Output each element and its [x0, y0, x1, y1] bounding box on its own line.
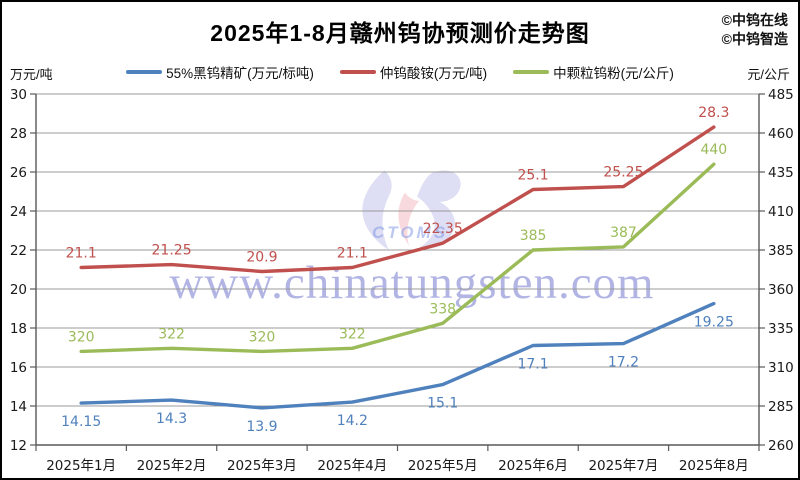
right-axis-tick-label: 310	[768, 360, 794, 376]
left-axis-tick-label: 30	[10, 87, 27, 103]
legend-label: 55%黑钨精矿(万元/标吨)	[166, 66, 314, 81]
x-axis-category-label: 2025年6月	[498, 458, 568, 474]
legend-item: 55%黑钨精矿(万元/标吨)	[126, 62, 314, 82]
legend-swatch	[513, 70, 550, 74]
data-label: 14.15	[61, 414, 101, 430]
x-axis-category-label: 2025年3月	[227, 458, 297, 474]
series-line-2	[79, 162, 716, 354]
data-label: 338	[429, 301, 456, 317]
right-axis-tick-label: 285	[768, 399, 794, 415]
right-axis-unit: 元/公斤	[747, 67, 790, 82]
legend-item: 中颗粒钨粉(元/公斤)	[513, 62, 674, 82]
data-label: 440	[700, 142, 727, 158]
data-label: 21.1	[337, 246, 368, 262]
left-axis-tick-label: 12	[10, 438, 27, 454]
left-axis-tick-label: 20	[10, 282, 27, 298]
data-label: 21.25	[152, 243, 192, 259]
x-axis-category-label: 2025年8月	[679, 458, 749, 474]
left-axis-tick-label: 26	[10, 165, 27, 181]
right-axis-tick-label: 485	[768, 87, 794, 103]
legend: 55%黑钨精矿(万元/标吨) 仲钨酸铵(万元/吨) 中颗粒钨粉(元/公斤)	[2, 62, 798, 82]
right-axis-tick-label: 385	[768, 243, 794, 259]
watermark-logo	[362, 170, 461, 250]
data-label: 17.2	[608, 355, 639, 371]
legend-swatch	[339, 70, 376, 74]
left-axis-tick-label: 28	[10, 126, 27, 142]
chart-title: 2025年1-8月赣州钨协预测价走势图	[210, 20, 590, 46]
data-label: 21.1	[66, 246, 97, 262]
credits: ©中钨在线 ©中钨智造	[722, 11, 788, 49]
right-axis-tick-label: 335	[768, 321, 794, 337]
data-label: 320	[249, 329, 276, 345]
x-axis-category-label: 2025年4月	[317, 458, 387, 474]
data-label: 322	[158, 326, 185, 342]
data-label: 387	[610, 225, 637, 241]
legend-swatch	[126, 70, 163, 74]
credit-line-1: ©中钨在线	[721, 12, 788, 28]
data-label: 385	[520, 228, 547, 244]
data-label: 15.1	[427, 396, 458, 412]
data-label: 320	[68, 329, 95, 345]
right-axis-tick-label: 360	[768, 282, 794, 298]
left-axis-unit: 万元/吨	[10, 67, 53, 82]
data-label: 17.1	[517, 357, 548, 373]
right-axis-tick-label: 410	[768, 204, 794, 220]
data-label: 22.35	[423, 221, 463, 237]
legend-item: 仲钨酸铵(万元/吨)	[339, 62, 488, 82]
data-label: 14.2	[337, 413, 368, 429]
logo-left-flame	[362, 170, 392, 250]
right-axis-tick-label: 460	[768, 126, 794, 142]
data-label: 20.9	[246, 249, 277, 265]
left-axis-tick-label: 24	[10, 204, 27, 220]
right-axis-tick-label: 260	[768, 438, 794, 454]
watermark-url: www.chinatungsten.com	[169, 257, 655, 309]
x-axis-category-label: 2025年5月	[408, 458, 478, 474]
left-axis-tick-label: 14	[10, 399, 27, 415]
data-label: 19.25	[694, 315, 734, 331]
data-label: 14.3	[156, 411, 187, 427]
left-axis-tick-label: 22	[10, 243, 27, 259]
series-line-0	[79, 301, 716, 410]
logo-center-flame	[398, 192, 420, 246]
legend-label: 中颗粒钨粉(元/公斤)	[553, 66, 674, 81]
credit-line-2: ©中钨智造	[721, 31, 788, 47]
series-line-1	[79, 125, 716, 274]
logo-right-flame	[417, 170, 461, 249]
left-axis-tick-label: 16	[10, 360, 27, 376]
legend-label: 仲钨酸铵(万元/吨)	[379, 66, 488, 81]
data-label: 25.1	[517, 168, 548, 184]
watermark-logo-text: CTOMS	[371, 223, 449, 242]
x-axis-category-label: 2025年2月	[137, 458, 207, 474]
data-label: 25.25	[603, 165, 643, 181]
left-axis-tick-label: 18	[10, 321, 27, 337]
data-label: 13.9	[246, 419, 277, 435]
x-axis-category-label: 2025年1月	[46, 458, 116, 474]
data-label: 28.3	[698, 105, 729, 121]
x-axis-category-label: 2025年7月	[588, 458, 658, 474]
data-label: 322	[339, 326, 366, 342]
right-axis-tick-label: 435	[768, 165, 794, 181]
